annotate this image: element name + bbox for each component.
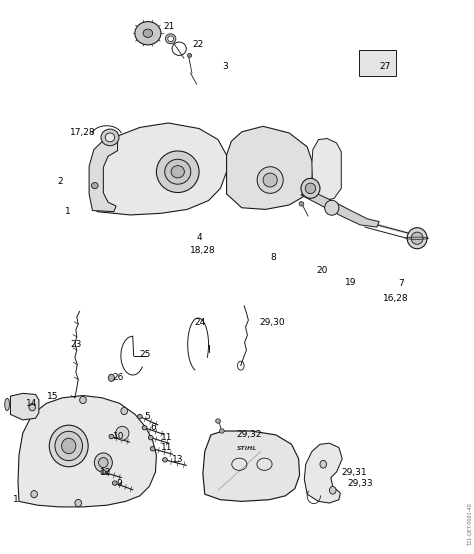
Ellipse shape [171,166,184,178]
Ellipse shape [165,34,176,44]
Ellipse shape [168,36,173,42]
Text: 23: 23 [70,340,82,349]
Text: 18,28: 18,28 [190,246,215,255]
Ellipse shape [31,491,37,497]
Text: 12: 12 [100,468,111,476]
Text: 5: 5 [145,412,150,421]
Text: 27: 27 [379,62,391,71]
Ellipse shape [29,403,36,411]
Ellipse shape [5,398,9,411]
Polygon shape [359,50,396,76]
Text: 4: 4 [197,233,202,242]
Polygon shape [203,431,300,501]
Text: 10: 10 [113,432,124,441]
Text: 29,30: 29,30 [260,318,285,327]
Ellipse shape [301,178,320,198]
Ellipse shape [99,458,108,468]
Text: 6: 6 [151,423,156,432]
Ellipse shape [62,438,76,454]
Ellipse shape [148,435,153,440]
Ellipse shape [305,183,316,193]
Text: 19: 19 [345,278,356,287]
Text: 17,28: 17,28 [70,129,96,137]
Ellipse shape [108,375,115,381]
Ellipse shape [150,447,155,451]
Ellipse shape [135,22,161,45]
Polygon shape [18,396,156,507]
Text: 11: 11 [161,433,173,442]
Text: 2: 2 [57,177,63,186]
Polygon shape [227,126,313,209]
Ellipse shape [142,425,147,430]
Text: 25: 25 [140,350,151,359]
Text: 9: 9 [116,479,122,488]
Ellipse shape [91,182,98,188]
Text: 21: 21 [164,22,175,31]
Ellipse shape [163,458,167,462]
Ellipse shape [216,419,220,423]
Text: 14: 14 [26,399,37,408]
Ellipse shape [156,151,199,192]
Text: 24: 24 [194,318,206,327]
Text: 13: 13 [172,455,183,464]
Text: 1: 1 [65,207,71,216]
Ellipse shape [49,425,88,466]
Ellipse shape [75,500,82,506]
Ellipse shape [112,481,117,485]
Ellipse shape [407,228,427,249]
Ellipse shape [143,29,153,37]
Text: 22: 22 [192,40,203,49]
Text: 3: 3 [222,62,228,71]
Text: 20: 20 [317,266,328,275]
Ellipse shape [263,173,277,187]
Text: T21-QET-0001-40: T21-QET-0001-40 [467,503,472,546]
Text: 15: 15 [47,392,59,401]
Ellipse shape [299,202,304,206]
Polygon shape [92,123,227,215]
Ellipse shape [219,429,224,433]
Ellipse shape [165,160,191,184]
Ellipse shape [101,470,106,474]
Text: 29,33: 29,33 [347,479,373,488]
Ellipse shape [94,453,112,472]
Polygon shape [304,443,342,503]
Ellipse shape [188,53,191,57]
Text: 29,32: 29,32 [236,430,262,439]
Ellipse shape [109,434,114,439]
Text: 11: 11 [161,443,173,452]
Polygon shape [10,393,39,420]
Ellipse shape [137,414,142,419]
Ellipse shape [55,431,82,461]
Ellipse shape [329,486,336,494]
Text: 1: 1 [13,495,19,504]
Ellipse shape [411,232,423,244]
Polygon shape [312,138,341,201]
Ellipse shape [325,201,339,215]
Polygon shape [301,189,379,227]
Text: STIHL: STIHL [237,446,257,452]
Text: 16,28: 16,28 [383,294,409,302]
Ellipse shape [105,133,115,142]
Text: 7: 7 [398,279,404,288]
Ellipse shape [80,397,86,403]
Ellipse shape [257,167,283,193]
Ellipse shape [320,460,327,468]
Ellipse shape [101,129,119,146]
Text: 8: 8 [270,253,276,262]
Ellipse shape [116,427,129,440]
Polygon shape [89,137,118,212]
Text: 29,31: 29,31 [341,468,367,476]
Text: 26: 26 [113,373,124,382]
Ellipse shape [121,408,128,414]
